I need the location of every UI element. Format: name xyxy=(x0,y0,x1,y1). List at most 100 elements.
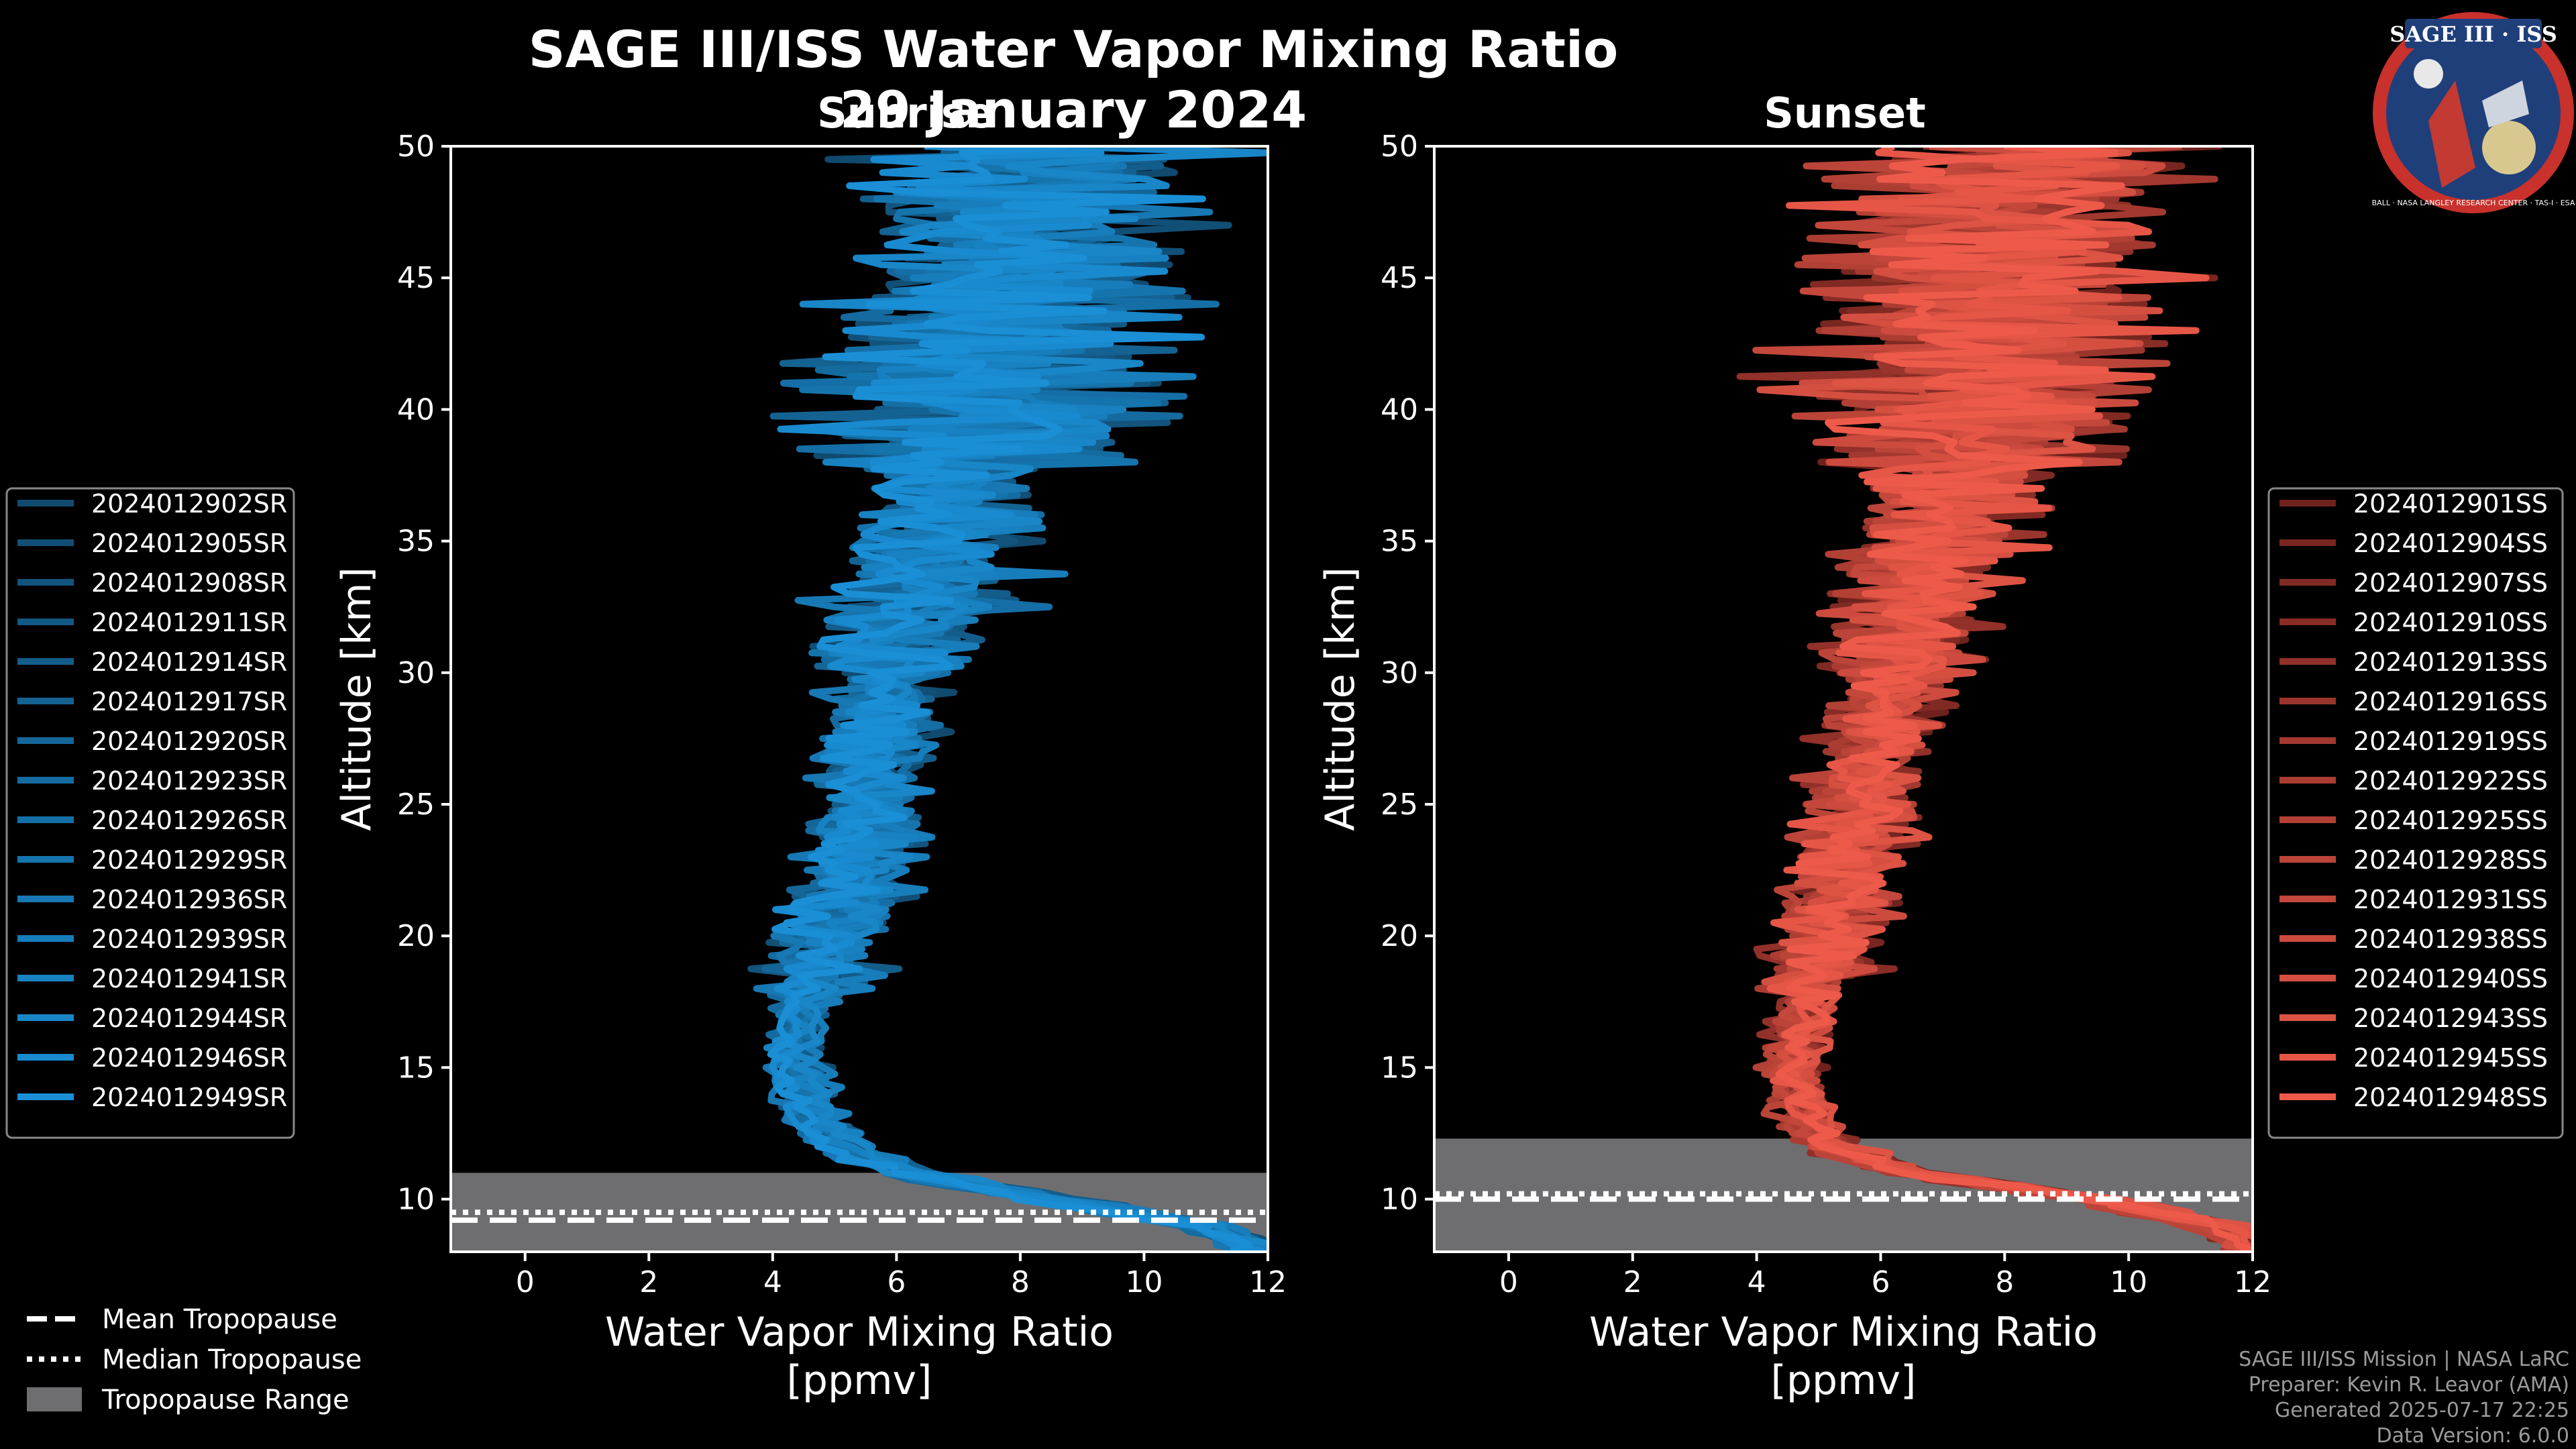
legend-entry: 2024012914SR xyxy=(91,647,287,677)
legend-entry: 2024012916SS xyxy=(2353,687,2548,716)
tropopause-range-swatch xyxy=(27,1387,82,1411)
figure-icon xyxy=(2428,80,2475,188)
legend-entry: 2024012925SS xyxy=(2353,806,2548,835)
x-tick-label: 0 xyxy=(1499,1265,1518,1299)
y-tick-label: 40 xyxy=(397,392,435,427)
legend-entry: 2024012905SR xyxy=(91,529,287,558)
y-tick-label: 50 xyxy=(1381,129,1418,164)
x-axis-unit: [ppmv] xyxy=(1771,1357,1917,1404)
x-tick-label: 12 xyxy=(1249,1265,1287,1299)
logo-banner xyxy=(2405,19,2542,48)
x-tick-label: 8 xyxy=(1995,1265,2014,1299)
y-tick-label: 45 xyxy=(397,261,435,295)
legend-entry: 2024012926SR xyxy=(91,806,287,835)
x-tick-label: 4 xyxy=(1748,1265,1766,1299)
tropopause-legend: Mean Tropopause Median Tropopause Tropopau… xyxy=(27,1304,362,1415)
x-tick-label: 0 xyxy=(516,1265,535,1299)
legend-entry: 2024012908SR xyxy=(91,568,287,598)
credits: SAGE III/ISS Mission | NASA LaRC Prepare… xyxy=(2239,1348,2569,1448)
y-tick-label: 50 xyxy=(397,129,435,164)
y-tick-label: 25 xyxy=(397,788,435,822)
logo-caption: BALL · NASA LANGLEY RESEARCH CENTER · TA… xyxy=(2372,199,2575,207)
sage-logo: SAGE III · ISS BALL · NASA LANGLEY RESEA… xyxy=(2372,12,2575,213)
legend-entry: 2024012931SS xyxy=(2353,885,2548,914)
legend-entry: 2024012943SS xyxy=(2353,1004,2548,1033)
x-tick-label: 12 xyxy=(2234,1265,2271,1299)
y-tick-label: 20 xyxy=(1381,919,1418,953)
logo-field xyxy=(2386,25,2561,200)
credit-line: Generated 2025-07-17 22:25 xyxy=(2275,1399,2569,1422)
y-tick-label: 10 xyxy=(397,1183,435,1217)
legend-entry: Median Tropopause xyxy=(102,1344,362,1375)
legend-entry: 2024012910SS xyxy=(2353,608,2548,637)
y-axis-label: Altitude [km] xyxy=(1317,567,1364,831)
y-tick-label: 20 xyxy=(397,919,435,953)
x-tick-label: 4 xyxy=(763,1265,782,1299)
plot-area xyxy=(1434,146,2253,1252)
legend-box xyxy=(2267,487,2564,1139)
legend-entry: 2024012940SS xyxy=(2353,964,2548,994)
legend-entry: Mean Tropopause xyxy=(102,1304,337,1335)
y-tick-label: 10 xyxy=(1381,1183,1418,1217)
legend-entry: 2024012922SS xyxy=(2353,766,2548,796)
legend-entry: 2024012949SR xyxy=(91,1083,287,1112)
y-tick-label: 45 xyxy=(1381,261,1418,295)
profile-line xyxy=(767,146,1253,1252)
satellite-icon xyxy=(2482,80,2529,127)
legend-entry: 2024012936SR xyxy=(91,885,287,914)
sun-icon xyxy=(2482,121,2536,174)
legend-box xyxy=(5,487,295,1139)
credit-line: Preparer: Kevin R. Leavor (AMA) xyxy=(2249,1373,2569,1397)
y-tick-label: 30 xyxy=(1381,656,1418,690)
sunset-subtitle: Sunset xyxy=(1764,89,1926,138)
y-tick-label: 15 xyxy=(397,1051,435,1085)
plot-area xyxy=(451,146,1268,1252)
chart-date: 29 January 2024 xyxy=(840,80,1307,140)
plot-frame xyxy=(449,145,1269,1253)
credit-line: Data Version: 6.0.0 xyxy=(2377,1424,2569,1448)
y-tick-label: 40 xyxy=(1381,392,1418,427)
legend-entry: 2024012939SR xyxy=(91,924,287,954)
legend-entry: 2024012902SR xyxy=(91,489,287,519)
sunrise-legend: 2024012902SR 2024012905SR 2024012908SR 2024… xyxy=(5,487,295,1139)
legend-entry: 2024012917SR xyxy=(91,687,287,716)
legend-entry: 2024012946SR xyxy=(91,1043,287,1073)
profile-line xyxy=(1791,146,2253,1250)
y-tick-label: 25 xyxy=(1381,788,1418,822)
legend-entry: 2024012929SR xyxy=(91,845,287,875)
legend-entry: 2024012919SS xyxy=(2353,727,2548,756)
legend-entry: 2024012938SS xyxy=(2353,924,2548,954)
x-tick-label: 8 xyxy=(1011,1265,1030,1299)
x-axis-label: Water Vapor Mixing Ratio xyxy=(1589,1309,2098,1356)
profile-line xyxy=(1775,146,2253,1252)
y-tick-label: 30 xyxy=(397,656,435,690)
y-tick-label: 35 xyxy=(397,525,435,559)
legend-entry: 2024012928SS xyxy=(2353,845,2548,875)
x-tick-label: 6 xyxy=(887,1265,906,1299)
x-axis-unit: [ppmv] xyxy=(787,1357,932,1404)
x-tick-label: 10 xyxy=(2110,1265,2147,1299)
sunrise-panel: 0 2 4 6 8 10 12 10 15 20 25 30 35 40 45 50 Water Vapor M… xyxy=(333,129,1287,1404)
x-tick-label: 2 xyxy=(1623,1265,1642,1299)
legend-entry: 2024012913SS xyxy=(2353,647,2548,677)
y-axis-label: Altitude [km] xyxy=(333,567,380,831)
x-tick-label: 6 xyxy=(1871,1265,1890,1299)
x-axis-label: Water Vapor Mixing Ratio xyxy=(605,1309,1114,1356)
legend-entry: 2024012911SR xyxy=(91,608,287,637)
plot-frame xyxy=(1433,145,2254,1253)
logo-title: SAGE III · ISS xyxy=(2390,21,2557,47)
legend-entry: 2024012907SS xyxy=(2353,568,2548,598)
y-tick-label: 15 xyxy=(1381,1051,1418,1085)
legend-entry: 2024012941SR xyxy=(91,964,287,994)
sunrise-subtitle: Sunrise xyxy=(817,89,994,138)
legend-entry: Tropopause Range xyxy=(101,1385,350,1415)
credit-line: SAGE III/ISS Mission | NASA LaRC xyxy=(2239,1348,2569,1371)
x-tick-label: 10 xyxy=(1125,1265,1163,1299)
sunset-panel: 0 2 4 6 8 10 12 10 15 20 25 30 35 40 45 50 Water Vapor M… xyxy=(1317,129,2271,1404)
legend-entry: 2024012944SR xyxy=(91,1004,287,1033)
moon-icon xyxy=(2414,59,2443,89)
legend-entry: 2024012901SS xyxy=(2353,489,2548,519)
y-tick-label: 35 xyxy=(1381,525,1418,559)
legend-entry: 2024012945SS xyxy=(2353,1043,2548,1073)
